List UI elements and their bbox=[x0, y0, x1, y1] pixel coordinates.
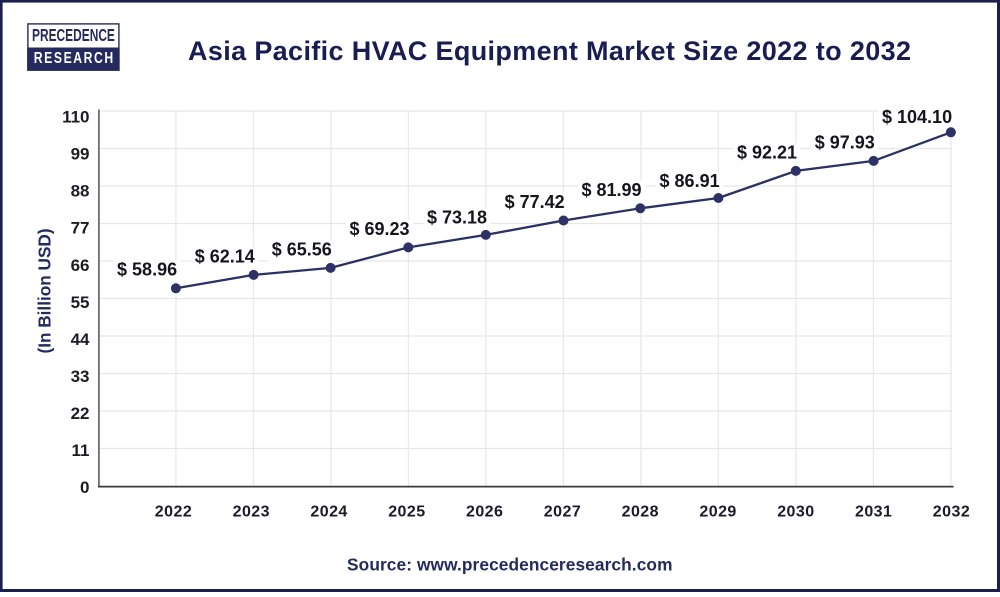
svg-text:2031: 2031 bbox=[855, 504, 892, 521]
svg-text:44: 44 bbox=[71, 330, 90, 349]
svg-text:(In Billion USD): (In Billion USD) bbox=[35, 228, 55, 353]
svg-text:$ 65.56: $ 65.56 bbox=[272, 239, 332, 259]
svg-text:66: 66 bbox=[71, 256, 90, 275]
svg-text:2022: 2022 bbox=[155, 504, 192, 521]
svg-text:Source: www.precedenceresearch: Source: www.precedenceresearch.com bbox=[347, 554, 672, 574]
svg-text:$ 92.21: $ 92.21 bbox=[737, 142, 797, 162]
svg-text:$ 97.93: $ 97.93 bbox=[815, 132, 875, 152]
svg-text:Asia Pacific HVAC Equipment Ma: Asia Pacific HVAC Equipment Market Size … bbox=[188, 36, 911, 66]
svg-text:110: 110 bbox=[62, 108, 89, 127]
svg-text:RESEARCH: RESEARCH bbox=[34, 49, 115, 67]
svg-text:0: 0 bbox=[80, 478, 89, 497]
svg-text:2032: 2032 bbox=[933, 504, 970, 521]
svg-text:88: 88 bbox=[71, 182, 90, 201]
svg-text:2030: 2030 bbox=[777, 504, 814, 521]
svg-text:$ 77.42: $ 77.42 bbox=[505, 192, 565, 212]
svg-text:2029: 2029 bbox=[699, 504, 736, 521]
svg-text:2026: 2026 bbox=[466, 504, 503, 521]
svg-text:$ 73.18: $ 73.18 bbox=[427, 208, 487, 228]
svg-text:$ 104.10: $ 104.10 bbox=[882, 107, 952, 127]
svg-text:2023: 2023 bbox=[233, 504, 270, 521]
svg-text:2024: 2024 bbox=[310, 504, 347, 521]
svg-text:$ 58.96: $ 58.96 bbox=[117, 259, 177, 279]
svg-text:11: 11 bbox=[72, 441, 90, 460]
svg-text:$ 69.23: $ 69.23 bbox=[349, 219, 409, 239]
svg-text:PRECEDENCE: PRECEDENCE bbox=[32, 27, 115, 46]
svg-text:$ 62.14: $ 62.14 bbox=[195, 246, 255, 266]
svg-text:2025: 2025 bbox=[388, 504, 425, 521]
svg-text:$ 86.91: $ 86.91 bbox=[660, 171, 720, 191]
svg-text:33: 33 bbox=[71, 367, 90, 386]
svg-text:2028: 2028 bbox=[622, 504, 659, 521]
svg-text:55: 55 bbox=[71, 293, 90, 312]
svg-text:$ 81.99: $ 81.99 bbox=[581, 180, 641, 200]
svg-text:77: 77 bbox=[71, 219, 90, 238]
svg-text:99: 99 bbox=[71, 145, 90, 164]
svg-text:22: 22 bbox=[71, 404, 90, 423]
svg-text:2027: 2027 bbox=[544, 504, 581, 521]
